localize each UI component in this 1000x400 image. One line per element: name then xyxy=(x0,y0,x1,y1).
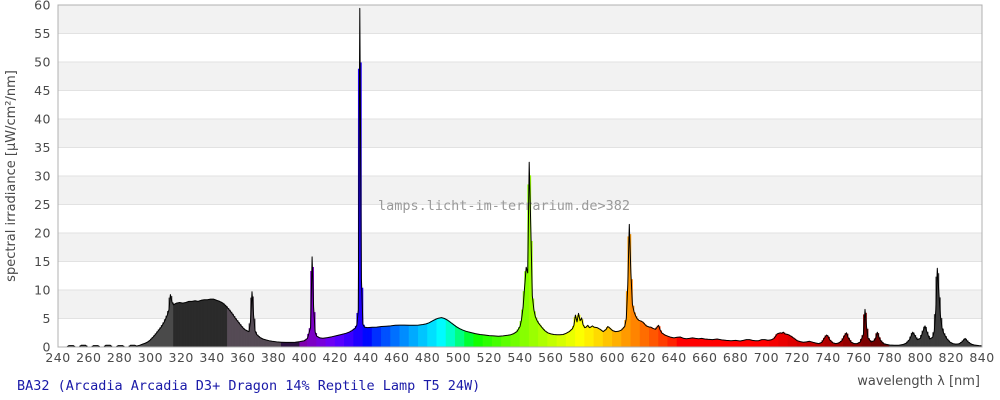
x-tick-label: 820 xyxy=(939,350,964,365)
plot-border xyxy=(57,4,983,348)
horizontal-gridlines xyxy=(58,4,982,319)
x-tick-label: 520 xyxy=(477,350,502,365)
y-tick-label: 0 xyxy=(43,340,51,355)
watermark-text: lamps.licht-im-terrarium.de>382 xyxy=(378,198,630,214)
x-tick-label: 440 xyxy=(353,350,378,365)
x-tick-label: 320 xyxy=(169,350,194,365)
y-tick-label: 45 xyxy=(34,83,51,98)
x-axis-tick-labels: 240 260 280 300 320 340 360 380 400 420 440 460 480 5… xyxy=(45,350,994,365)
x-axis-title: wavelength λ [nm] xyxy=(857,374,980,389)
x-tick-label: 760 xyxy=(846,350,871,365)
y-tick-label: 25 xyxy=(34,197,51,212)
x-tick-label: 620 xyxy=(631,350,656,365)
x-tick-label: 560 xyxy=(538,350,563,365)
y-axis-tick-labels: 0 5 10 15 20 25 30 35 40 45 50 55 60 xyxy=(34,0,51,355)
x-tick-label: 300 xyxy=(138,350,163,365)
x-tick-label: 720 xyxy=(785,350,810,365)
x-tick-label: 240 xyxy=(45,350,70,365)
y-tick-label: 20 xyxy=(34,226,51,241)
x-tick-label: 340 xyxy=(199,350,224,365)
x-tick-label: 780 xyxy=(877,350,902,365)
y-tick-label: 60 xyxy=(34,0,51,13)
x-tick-label: 460 xyxy=(384,350,409,365)
y-tick-label: 5 xyxy=(43,311,51,326)
x-tick-label: 280 xyxy=(107,350,132,365)
x-tick-label: 600 xyxy=(600,350,625,365)
chart-caption: BA32 (Arcadia Arcadia D3+ Dragon 14% Rep… xyxy=(17,378,480,394)
x-tick-label: 840 xyxy=(969,350,994,365)
y-tick-label: 40 xyxy=(34,112,51,127)
y-tick-label: 50 xyxy=(34,55,51,70)
x-tick-label: 700 xyxy=(754,350,779,365)
y-tick-label: 35 xyxy=(34,140,51,155)
spectrum-outline xyxy=(58,7,983,348)
x-tick-label: 420 xyxy=(323,350,348,365)
x-tick-label: 660 xyxy=(692,350,717,365)
spectrum-fill-columns xyxy=(66,62,983,348)
background-bands xyxy=(58,5,982,319)
x-tick-label: 740 xyxy=(815,350,840,365)
y-tick-label: 15 xyxy=(34,254,51,269)
x-tick-label: 380 xyxy=(261,350,286,365)
x-tick-label: 580 xyxy=(569,350,594,365)
y-tick-label: 55 xyxy=(34,26,51,41)
y-axis-title: spectral irradiance [µW/cm²/nm] xyxy=(4,70,19,282)
x-tick-label: 800 xyxy=(908,350,933,365)
y-tick-label: 10 xyxy=(34,283,51,298)
x-tick-label: 400 xyxy=(292,350,317,365)
y-tick-label: 30 xyxy=(34,169,51,184)
x-tick-label: 640 xyxy=(661,350,686,365)
x-tick-label: 480 xyxy=(415,350,440,365)
x-tick-label: 500 xyxy=(446,350,471,365)
x-tick-label: 540 xyxy=(507,350,532,365)
x-tick-label: 680 xyxy=(723,350,748,365)
x-tick-label: 260 xyxy=(76,350,101,365)
x-tick-label: 360 xyxy=(230,350,255,365)
